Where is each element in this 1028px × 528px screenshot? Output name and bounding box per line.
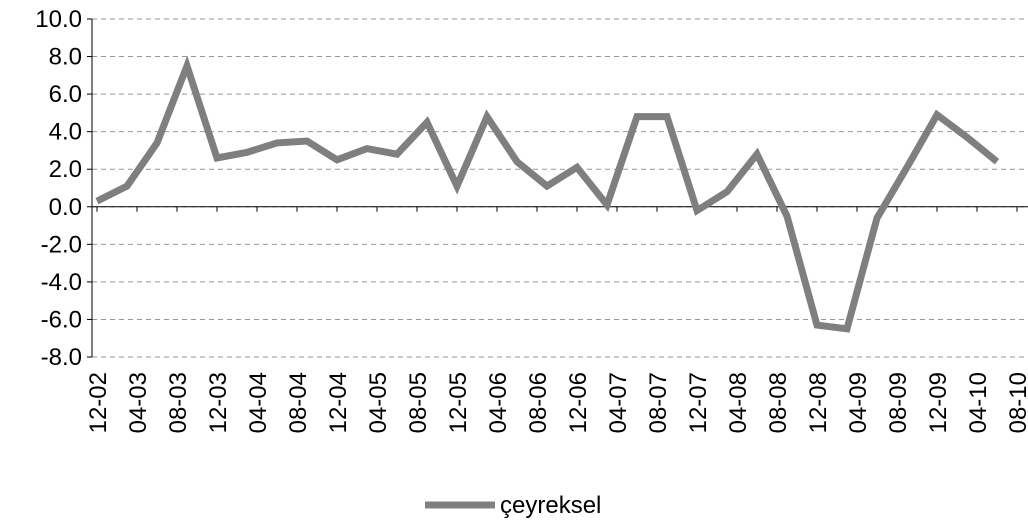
- x-tick-label: 12-09: [925, 372, 952, 433]
- x-tick-label: 04-06: [485, 372, 512, 433]
- x-tick-label: 08-04: [285, 372, 312, 433]
- x-tick-label: 12-05: [445, 372, 472, 433]
- x-tick-label: 08-08: [765, 372, 792, 433]
- x-tick-label: 08-09: [885, 372, 912, 433]
- x-tick-label: 04-07: [605, 372, 632, 433]
- x-tick-label: 12-03: [205, 372, 232, 433]
- legend-label: çeyreksel: [500, 492, 601, 519]
- x-tick-label: 04-04: [245, 372, 272, 433]
- x-tick-label: 12-02: [85, 372, 112, 433]
- x-tick-label: 08-05: [405, 372, 432, 433]
- x-tick-label: 12-07: [685, 372, 712, 433]
- x-tick-label: 08-06: [525, 372, 552, 433]
- line-series: [95, 55, 1000, 333]
- y-tick-label: 0.0: [49, 194, 82, 221]
- y-tick-label: 10.0: [35, 6, 82, 33]
- y-tick-label: 6.0: [49, 81, 82, 108]
- y-tick-label: -8.0: [41, 344, 82, 371]
- x-tick-label: 04-05: [365, 372, 392, 433]
- y-tick-label: -6.0: [41, 306, 82, 333]
- y-tick-label: -4.0: [41, 269, 82, 296]
- x-tick-label: 04-03: [125, 372, 152, 433]
- x-tick-label: 08-03: [165, 372, 192, 433]
- x-tick-label: 12-08: [805, 372, 832, 433]
- x-tick-label: 04-08: [725, 372, 752, 433]
- y-tick-label: 4.0: [49, 119, 82, 146]
- x-tick-label: 12-04: [325, 372, 352, 433]
- y-tick-label: 8.0: [49, 44, 82, 71]
- x-tick-label: 08-07: [645, 372, 672, 433]
- x-tick-label: 04-10: [965, 372, 992, 433]
- x-tick-label: 04-09: [845, 372, 872, 433]
- y-tick-label: 2.0: [49, 156, 82, 183]
- x-tick-label: 08-10: [1005, 372, 1028, 433]
- y-tick-label: -2.0: [41, 231, 82, 258]
- x-tick-label: 12-06: [565, 372, 592, 433]
